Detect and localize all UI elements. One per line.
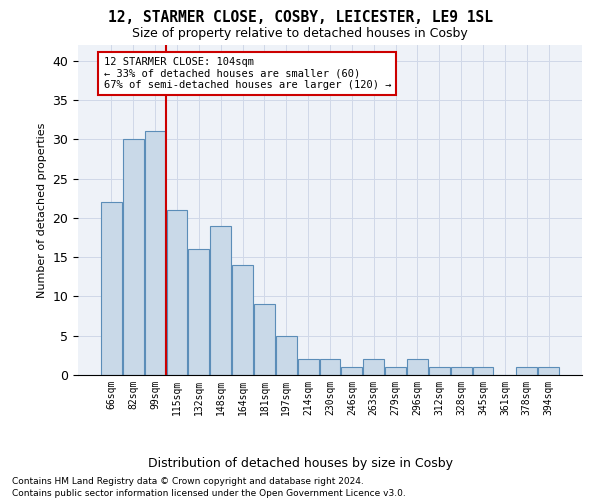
Bar bbox=[210, 226, 231, 375]
Bar bbox=[298, 360, 319, 375]
Y-axis label: Number of detached properties: Number of detached properties bbox=[37, 122, 47, 298]
Bar bbox=[320, 360, 340, 375]
Bar bbox=[188, 250, 209, 375]
Bar bbox=[254, 304, 275, 375]
Bar bbox=[101, 202, 122, 375]
Text: 12, STARMER CLOSE, COSBY, LEICESTER, LE9 1SL: 12, STARMER CLOSE, COSBY, LEICESTER, LE9… bbox=[107, 10, 493, 25]
Text: Contains HM Land Registry data © Crown copyright and database right 2024.: Contains HM Land Registry data © Crown c… bbox=[12, 478, 364, 486]
Text: Contains public sector information licensed under the Open Government Licence v3: Contains public sector information licen… bbox=[12, 489, 406, 498]
Bar bbox=[341, 367, 362, 375]
Bar bbox=[407, 360, 428, 375]
Bar bbox=[538, 367, 559, 375]
Bar bbox=[123, 140, 143, 375]
Bar bbox=[517, 367, 537, 375]
Text: Size of property relative to detached houses in Cosby: Size of property relative to detached ho… bbox=[132, 28, 468, 40]
Bar bbox=[385, 367, 406, 375]
Text: 12 STARMER CLOSE: 104sqm
← 33% of detached houses are smaller (60)
67% of semi-d: 12 STARMER CLOSE: 104sqm ← 33% of detach… bbox=[104, 57, 391, 90]
Bar bbox=[276, 336, 296, 375]
Bar bbox=[145, 132, 166, 375]
Bar bbox=[232, 265, 253, 375]
Bar bbox=[429, 367, 450, 375]
Bar bbox=[473, 367, 493, 375]
Bar bbox=[364, 360, 384, 375]
Text: Distribution of detached houses by size in Cosby: Distribution of detached houses by size … bbox=[148, 458, 452, 470]
Bar bbox=[167, 210, 187, 375]
Bar bbox=[451, 367, 472, 375]
